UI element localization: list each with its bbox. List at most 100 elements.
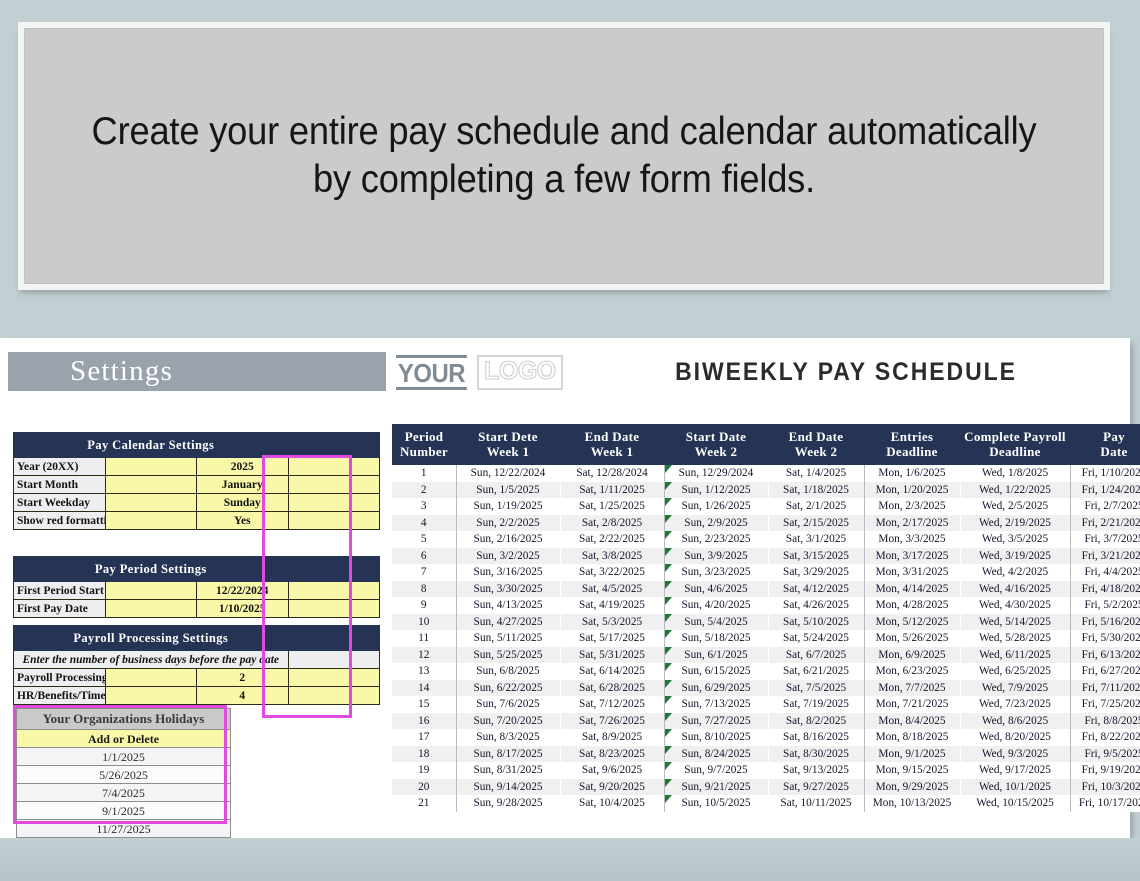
cell-pay-date[interactable]: Fri, 5/30/2025 (1069, 630, 1140, 647)
cell-complete-payroll-deadline[interactable]: Wed, 9/17/2025 (959, 762, 1071, 779)
cell-start-date-week1[interactable]: Sun, 8/17/2025 (455, 745, 561, 762)
cell-complete-payroll-deadline[interactable]: Wed, 10/1/2025 (959, 778, 1071, 795)
cell-end-date-week2[interactable]: Sat, 1/4/2025 (767, 465, 865, 482)
cell-end-date-week2[interactable]: Sat, 6/21/2025 (767, 663, 865, 680)
cell-start-date-week2[interactable]: Sun, 12/29/2024 (663, 465, 769, 482)
holiday-date[interactable]: 1/1/2025 (16, 747, 231, 766)
cell-entries-deadline[interactable]: Mon, 9/29/2025 (863, 778, 961, 795)
cell-complete-payroll-deadline[interactable]: Wed, 4/2/2025 (959, 564, 1071, 581)
cell-end-date-week1[interactable]: Sat, 4/5/2025 (559, 580, 665, 597)
cell-start-date-week1[interactable]: Sun, 7/20/2025 (455, 712, 561, 729)
cell-complete-payroll-deadline[interactable]: Wed, 5/28/2025 (959, 630, 1071, 647)
cell-end-date-week1[interactable]: Sat, 9/20/2025 (559, 778, 665, 795)
cell-end-date-week2[interactable]: Sat, 5/24/2025 (767, 630, 865, 647)
cell-complete-payroll-deadline[interactable]: Wed, 1/22/2025 (959, 481, 1071, 498)
cell-complete-payroll-deadline[interactable]: Wed, 6/11/2025 (959, 646, 1071, 663)
cell-complete-payroll-deadline[interactable]: Wed, 3/19/2025 (959, 547, 1071, 564)
cell-end-date-week2[interactable]: Sat, 8/16/2025 (767, 729, 865, 746)
cell-start-date-week1[interactable]: Sun, 2/2/2025 (455, 514, 561, 531)
cell-period-number[interactable]: 3 (392, 498, 457, 515)
cell-period-number[interactable]: 11 (392, 630, 457, 647)
cell-pay-date[interactable]: Fri, 9/5/2025 (1069, 745, 1140, 762)
cell-start-date-week1[interactable]: Sun, 6/22/2025 (455, 679, 561, 696)
cell-end-date-week1[interactable]: Sat, 1/11/2025 (559, 481, 665, 498)
cell-start-date-week2[interactable]: Sun, 2/23/2025 (663, 531, 769, 548)
cell-period-number[interactable]: 14 (392, 679, 457, 696)
cell-period-number[interactable]: 16 (392, 712, 457, 729)
cell-start-date-week2[interactable]: Sun, 7/13/2025 (663, 696, 769, 713)
cell-period-number[interactable]: 20 (392, 778, 457, 795)
cell-end-date-week1[interactable]: Sat, 6/14/2025 (559, 663, 665, 680)
cell-entries-deadline[interactable]: Mon, 6/9/2025 (863, 646, 961, 663)
cell-period-number[interactable]: 8 (392, 580, 457, 597)
cell-period-number[interactable]: 9 (392, 597, 457, 614)
cell-period-number[interactable]: 12 (392, 646, 457, 663)
cell-end-date-week1[interactable]: Sat, 6/28/2025 (559, 679, 665, 696)
column-header-pay-date[interactable]: Pay Date (1070, 424, 1140, 465)
cell-start-date-week1[interactable]: Sun, 3/16/2025 (455, 564, 561, 581)
cell-entries-deadline[interactable]: Mon, 6/23/2025 (863, 663, 961, 680)
cell-entries-deadline[interactable]: Mon, 8/4/2025 (863, 712, 961, 729)
cell-start-date-week1[interactable]: Sun, 12/22/2024 (455, 465, 561, 482)
holidays-add-or-delete-label[interactable]: Add or Delete (16, 729, 231, 748)
cell-entries-deadline[interactable]: Mon, 5/26/2025 (863, 630, 961, 647)
cell-period-number[interactable]: 6 (392, 547, 457, 564)
input-first-pay-date[interactable]: 1/10/2025 (196, 599, 289, 618)
cell-period-number[interactable]: 18 (392, 745, 457, 762)
cell-complete-payroll-deadline[interactable]: Wed, 4/16/2025 (959, 580, 1071, 597)
cell-start-date-week2[interactable]: Sun, 5/4/2025 (663, 613, 769, 630)
cell-pay-date[interactable]: Fri, 5/16/2025 (1069, 613, 1140, 630)
cell-pay-date[interactable]: Fri, 4/4/2025 (1069, 564, 1140, 581)
cell-end-date-week2[interactable]: Sat, 5/10/2025 (767, 613, 865, 630)
cell-end-date-week2[interactable]: Sat, 3/29/2025 (767, 564, 865, 581)
cell-start-date-week2[interactable]: Sun, 6/15/2025 (663, 663, 769, 680)
cell-start-date-week1[interactable]: Sun, 7/6/2025 (455, 696, 561, 713)
cell-end-date-week1[interactable]: Sat, 5/17/2025 (559, 630, 665, 647)
cell-end-date-week1[interactable]: Sat, 4/19/2025 (559, 597, 665, 614)
cell-entries-deadline[interactable]: Mon, 7/7/2025 (863, 679, 961, 696)
cell-complete-payroll-deadline[interactable]: Wed, 9/3/2025 (959, 745, 1071, 762)
column-header-complete-payroll-deadline[interactable]: Complete Payroll Deadline (960, 424, 1070, 465)
cell-pay-date[interactable]: Fri, 4/18/2025 (1069, 580, 1140, 597)
column-header-start-date-week2[interactable]: Start Date Week 2 (664, 424, 768, 465)
cell-pay-date[interactable]: Fri, 6/13/2025 (1069, 646, 1140, 663)
cell-end-date-week2[interactable]: Sat, 6/7/2025 (767, 646, 865, 663)
cell-start-date-week2[interactable]: Sun, 4/20/2025 (663, 597, 769, 614)
cell-start-date-week2[interactable]: Sun, 7/27/2025 (663, 712, 769, 729)
cell-start-date-week1[interactable]: Sun, 8/31/2025 (455, 762, 561, 779)
cell-end-date-week1[interactable]: Sat, 9/6/2025 (559, 762, 665, 779)
holiday-date[interactable]: 9/1/2025 (16, 801, 231, 820)
cell-end-date-week2[interactable]: Sat, 10/11/2025 (767, 795, 865, 812)
cell-entries-deadline[interactable]: Mon, 7/21/2025 (863, 696, 961, 713)
cell-start-date-week2[interactable]: Sun, 9/21/2025 (663, 778, 769, 795)
cell-complete-payroll-deadline[interactable]: Wed, 2/5/2025 (959, 498, 1071, 515)
cell-pay-date[interactable]: Fri, 10/3/2025 (1069, 778, 1140, 795)
cell-start-date-week2[interactable]: Sun, 10/5/2025 (663, 795, 769, 812)
column-header-end-date-week1[interactable]: End Date Week 1 (560, 424, 664, 465)
cell-end-date-week2[interactable]: Sat, 8/30/2025 (767, 745, 865, 762)
holiday-date[interactable]: 7/4/2025 (16, 783, 231, 802)
cell-entries-deadline[interactable]: Mon, 4/14/2025 (863, 580, 961, 597)
input-first-period-start-date[interactable]: 12/22/2024 (196, 581, 289, 600)
cell-pay-date[interactable]: Fri, 2/7/2025 (1069, 498, 1140, 515)
cell-end-date-week1[interactable]: Sat, 5/3/2025 (559, 613, 665, 630)
holiday-date[interactable]: 11/27/2025 (16, 819, 231, 838)
cell-pay-date[interactable]: Fri, 1/24/2025 (1069, 481, 1140, 498)
cell-start-date-week2[interactable]: Sun, 1/12/2025 (663, 481, 769, 498)
cell-period-number[interactable]: 13 (392, 663, 457, 680)
cell-entries-deadline[interactable]: Mon, 1/20/2025 (863, 481, 961, 498)
cell-period-number[interactable]: 10 (392, 613, 457, 630)
cell-pay-date[interactable]: Fri, 6/27/2025 (1069, 663, 1140, 680)
cell-entries-deadline[interactable]: Mon, 5/12/2025 (863, 613, 961, 630)
cell-complete-payroll-deadline[interactable]: Wed, 6/25/2025 (959, 663, 1071, 680)
cell-start-date-week2[interactable]: Sun, 9/7/2025 (663, 762, 769, 779)
cell-entries-deadline[interactable]: Mon, 8/18/2025 (863, 729, 961, 746)
cell-end-date-week2[interactable]: Sat, 3/1/2025 (767, 531, 865, 548)
cell-end-date-week2[interactable]: Sat, 7/19/2025 (767, 696, 865, 713)
holiday-date[interactable]: 5/26/2025 (16, 765, 231, 784)
cell-period-number[interactable]: 15 (392, 696, 457, 713)
cell-pay-date[interactable]: Fri, 1/10/2025 (1069, 465, 1140, 482)
cell-start-date-week1[interactable]: Sun, 5/25/2025 (455, 646, 561, 663)
cell-pay-date[interactable]: Fri, 8/22/2025 (1069, 729, 1140, 746)
cell-complete-payroll-deadline[interactable]: Wed, 8/20/2025 (959, 729, 1071, 746)
